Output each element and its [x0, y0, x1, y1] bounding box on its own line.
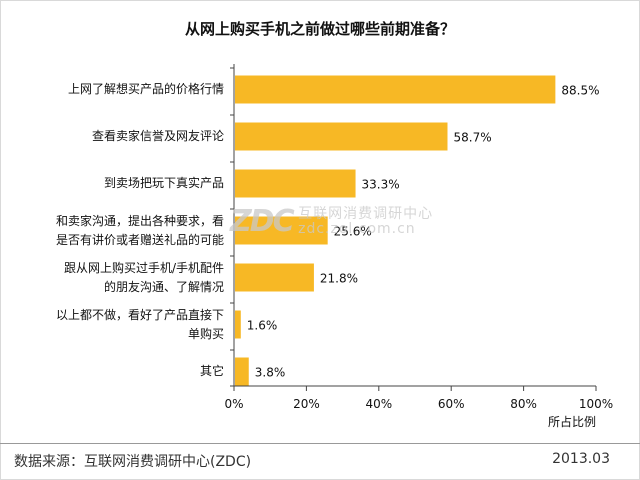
x-tick-label: 20%: [293, 397, 320, 411]
category-label-line: 上网了解想买产品的价格行情: [67, 82, 224, 96]
category-label-line: 到卖场把玩下真实产品: [103, 176, 224, 190]
data-label: 3.8%: [255, 366, 285, 380]
category-label: 上网了解想买产品的价格行情: [8, 80, 224, 99]
watermark-line1: 互联网消费调研中心: [298, 205, 434, 222]
category-label-line: 是否有讲价或者赠送礼品的可能: [55, 232, 224, 247]
bar: [235, 310, 241, 339]
x-tick-label: 80%: [510, 397, 537, 411]
data-label: 21.8%: [320, 272, 358, 286]
category-label-line: 其它: [199, 364, 224, 378]
x-tick-label: 40%: [365, 397, 392, 411]
category-label: 其它: [8, 362, 224, 381]
category-label-line: 单购买: [187, 326, 224, 341]
publish-date: 2013.03: [552, 451, 610, 467]
x-tick-label: 60%: [438, 397, 465, 411]
data-label: 25.6%: [334, 225, 372, 239]
bar: [235, 122, 448, 151]
bar: [235, 216, 328, 245]
data-label: 88.5%: [561, 84, 599, 98]
data-source: 数据来源：互联网消费调研中心(ZDC): [14, 454, 252, 470]
bar: [235, 169, 356, 198]
data-label: 1.6%: [247, 319, 277, 333]
category-label-line: 和卖家沟通，提出各种要求，看: [55, 213, 224, 228]
category-label-line: 查看卖家信誉及网友评论: [91, 129, 224, 143]
footer-divider: [0, 443, 640, 444]
watermark-text: 互联网消费调研中心 zdc.zol.com.cn: [298, 205, 434, 237]
chart-title: 从网上购买手机之前做过哪些前期准备？: [184, 20, 455, 38]
data-label: 33.3%: [362, 178, 400, 192]
watermark-line2: zdc.zol.com.cn: [298, 220, 416, 237]
category-label-line: 以上都不做，看好了产品直接下: [55, 307, 224, 322]
bar: [235, 263, 314, 292]
watermark-logo: ZDC: [230, 204, 295, 239]
category-label: 以上都不做，看好了产品直接下单购买: [8, 306, 224, 344]
data-label: 58.7%: [453, 131, 491, 145]
bar: [235, 75, 556, 104]
x-tick-label: 0%: [224, 397, 243, 411]
x-axis-label: 所占比例: [548, 414, 596, 429]
watermark: ZDC 互联网消费调研中心 zdc.zol.com.cn: [230, 204, 433, 239]
category-label-line: 的朋友沟通、了解情况: [103, 279, 224, 294]
bar: [235, 357, 249, 386]
category-label: 跟从网上购买过手机/手机配件的朋友沟通、了解情况: [8, 259, 224, 297]
category-label-line: 跟从网上购买过手机/手机配件: [63, 260, 224, 275]
category-label: 和卖家沟通，提出各种要求，看 是否有讲价或者赠送礼品的可能: [8, 212, 224, 250]
x-tick-label: 100%: [579, 397, 613, 411]
category-label: 到卖场把玩下真实产品: [8, 174, 224, 193]
category-label: 查看卖家信誉及网友评论: [8, 127, 224, 146]
